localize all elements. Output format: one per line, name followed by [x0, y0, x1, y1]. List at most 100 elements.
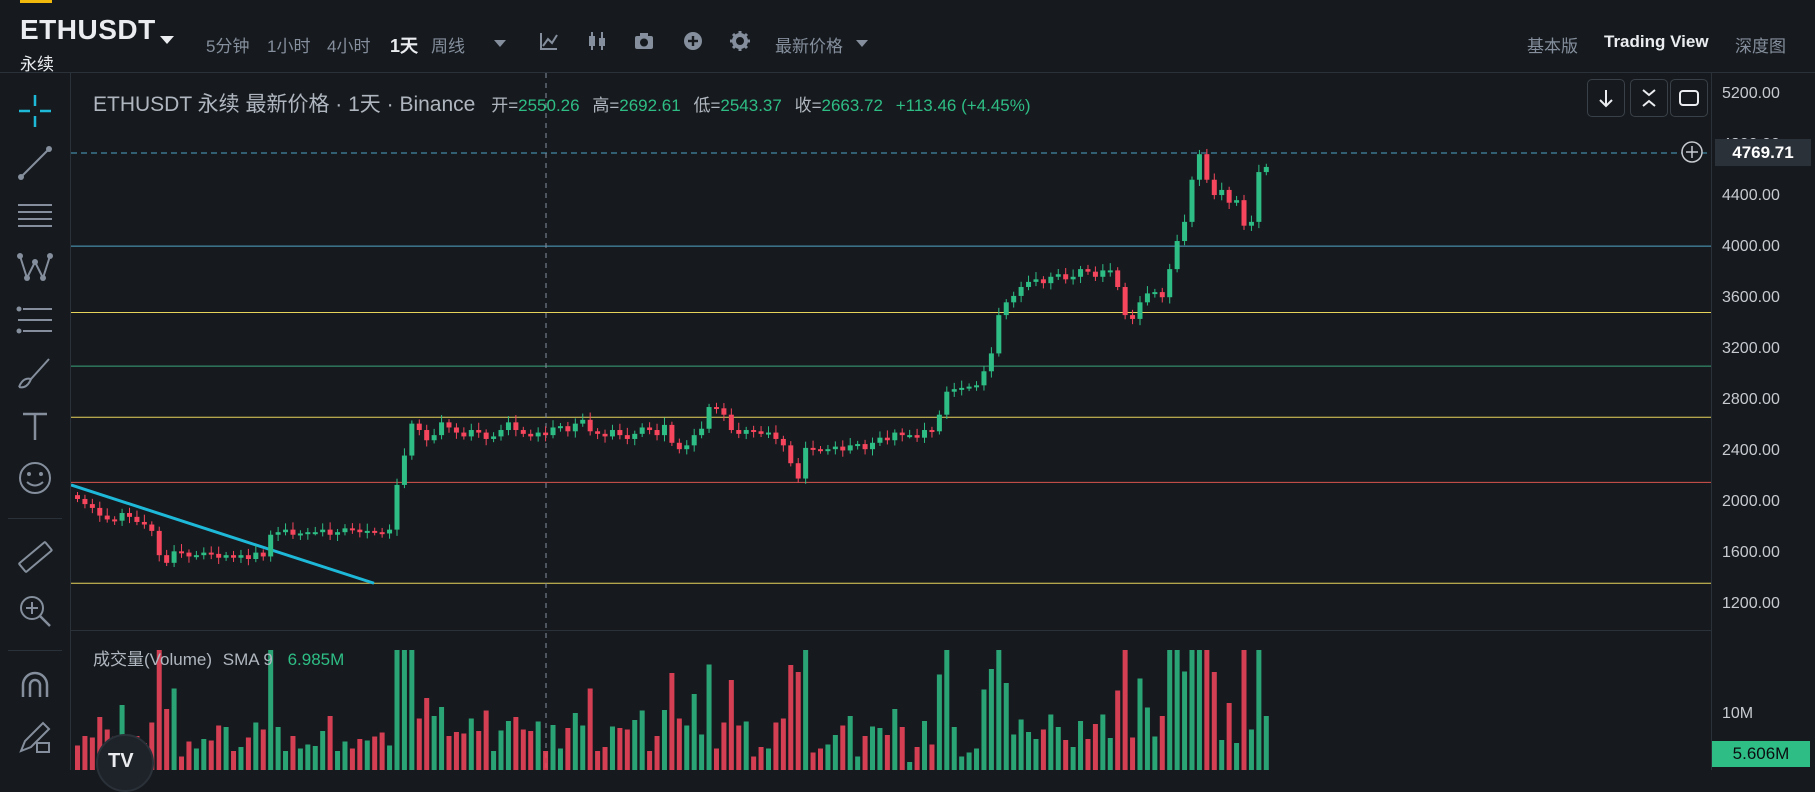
tab-basic[interactable]: 基本版: [1527, 37, 1578, 56]
volume-bar: [765, 748, 771, 770]
interval-more-chevron-icon[interactable]: [494, 40, 506, 47]
volume-bar: [661, 710, 667, 770]
volume-bar: [342, 741, 348, 770]
candle-body: [1204, 154, 1210, 180]
volume-bar: [1174, 650, 1180, 770]
candle-body: [1055, 274, 1061, 277]
interval-5m[interactable]: 5分钟: [206, 37, 250, 56]
candle-body: [179, 551, 185, 554]
candle-body: [706, 407, 712, 429]
text-icon[interactable]: [15, 406, 55, 446]
volume-bar: [193, 748, 199, 770]
volume-bar: [936, 674, 942, 770]
crosshair-icon[interactable]: [15, 91, 55, 131]
candle-body: [892, 432, 898, 441]
volume-bar: [580, 725, 586, 770]
brush-icon[interactable]: [15, 353, 55, 393]
volume-bar: [974, 748, 980, 770]
trendline-icon[interactable]: [15, 143, 55, 183]
fib-icon[interactable]: [15, 301, 55, 341]
candle-body: [602, 433, 608, 437]
candle-body: [788, 445, 794, 464]
price-chart[interactable]: [71, 73, 1711, 770]
candle-body: [914, 435, 920, 438]
tab-tradingview[interactable]: Trading View: [1604, 32, 1709, 51]
candle-body: [595, 431, 601, 434]
volume-bar: [1152, 736, 1158, 770]
candle-body: [379, 532, 385, 535]
candle-body: [349, 528, 355, 531]
close-label: 收=: [794, 96, 822, 115]
candle-body: [550, 427, 556, 436]
interval-1d[interactable]: 1天: [390, 36, 419, 56]
candle-body: [491, 436, 497, 439]
volume-bar: [268, 650, 274, 770]
volume-bar: [238, 747, 244, 770]
candle-body: [1152, 292, 1158, 295]
volume-bar: [305, 744, 311, 770]
magnet-icon[interactable]: [15, 667, 55, 707]
candle-body: [877, 437, 883, 443]
volume-bar: [870, 726, 876, 770]
fullscreen-icon: [1679, 90, 1699, 106]
pattern-icon[interactable]: [15, 248, 55, 288]
legend-title: ETHUSDT 永续 最新价格 · 1天 · Binance: [93, 93, 476, 116]
candle-body: [736, 430, 742, 434]
candle-style-icon[interactable]: [586, 30, 608, 52]
volume-bar: [899, 727, 905, 770]
camera-icon[interactable]: [633, 30, 655, 52]
sma-value: 6.985M: [287, 650, 345, 669]
chevron-down-icon[interactable]: [160, 36, 174, 44]
add-alert-icon[interactable]: [1680, 140, 1704, 164]
volume-bar: [1033, 739, 1039, 770]
ruler-icon[interactable]: [15, 538, 55, 578]
lock-pencil-icon[interactable]: [15, 717, 55, 757]
emoji-icon[interactable]: [15, 458, 55, 498]
volume-bar: [335, 751, 341, 770]
volume-bar: [216, 725, 222, 770]
change-value: +113.46 (+4.45%): [895, 96, 1031, 115]
price-axis[interactable]: [1711, 73, 1815, 770]
candle-body: [1189, 179, 1195, 222]
volume-bar: [82, 736, 88, 770]
candle-body: [632, 433, 638, 439]
price-mode-chevron-icon[interactable]: [856, 40, 868, 47]
candle-body: [803, 447, 809, 479]
volume-bar: [706, 664, 712, 770]
candle-body: [624, 435, 630, 439]
scroll-down-button[interactable]: [1587, 79, 1625, 117]
volume-bar: [1122, 650, 1128, 770]
zoom-in-icon[interactable]: [15, 591, 55, 631]
volume-bar: [609, 726, 615, 770]
interval-week[interactable]: 周线: [431, 37, 465, 56]
candle-body: [1115, 270, 1121, 287]
volume-bar: [231, 751, 237, 770]
candle-body: [387, 529, 393, 534]
tradingview-logo[interactable]: TV: [96, 734, 154, 792]
price-mode-select[interactable]: 最新价格: [775, 37, 843, 56]
indicator-icon[interactable]: [538, 30, 560, 52]
horizontal-lines-icon[interactable]: [15, 196, 55, 236]
volume-bar: [1219, 740, 1225, 770]
tab-depth[interactable]: 深度图: [1735, 37, 1786, 56]
volume-bar: [245, 737, 251, 770]
candle-body: [825, 449, 831, 452]
volume-bar: [743, 721, 749, 770]
interval-4h[interactable]: 4小时: [327, 37, 371, 56]
symbol-name[interactable]: ETHUSDT: [20, 14, 156, 45]
candle-body: [335, 532, 341, 535]
collapse-button[interactable]: [1630, 79, 1668, 117]
fullscreen-button[interactable]: [1670, 79, 1708, 117]
settings-icon[interactable]: [729, 30, 751, 52]
candle-body: [97, 507, 103, 516]
volume-bar: [996, 650, 1002, 770]
volume-bar: [565, 728, 571, 770]
candle-body: [1226, 189, 1232, 203]
add-icon[interactable]: [682, 30, 704, 52]
volume-bar: [1085, 739, 1091, 770]
candle-body: [907, 435, 913, 438]
candle-body: [1137, 302, 1143, 319]
candle-body: [431, 435, 437, 441]
volume-bar: [1107, 738, 1113, 770]
interval-1h[interactable]: 1小时: [267, 37, 311, 56]
